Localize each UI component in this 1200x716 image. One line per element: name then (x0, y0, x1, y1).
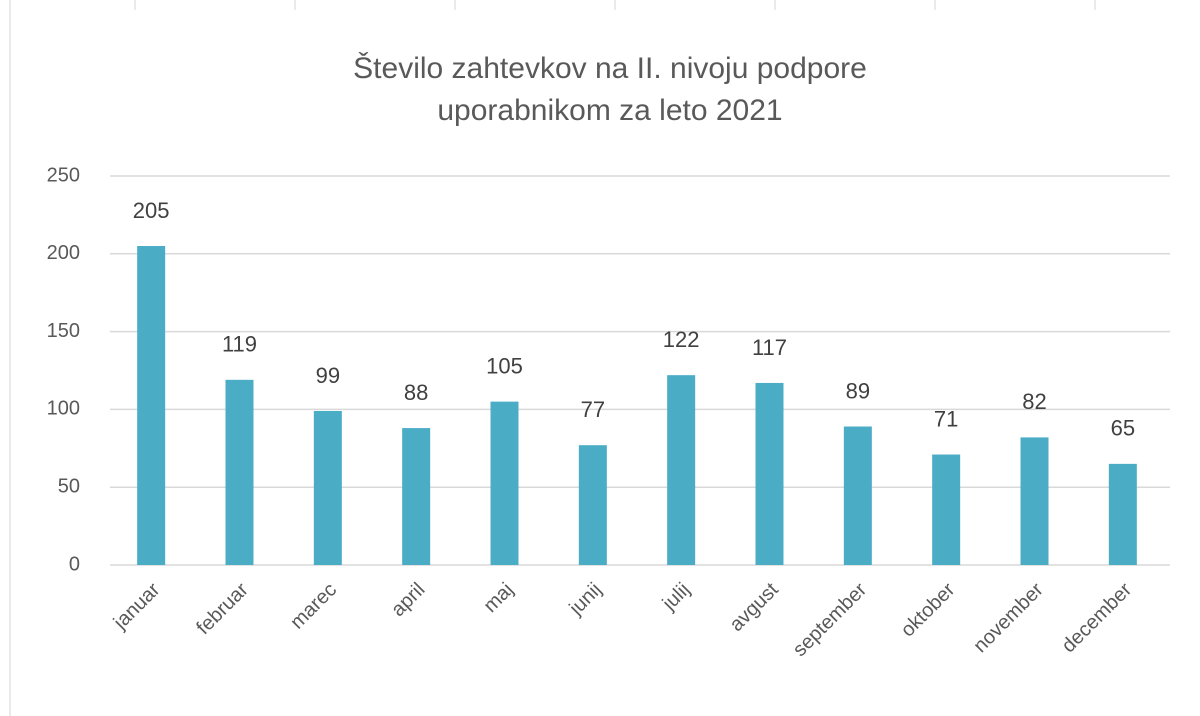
bar (402, 428, 431, 565)
data-label: 119 (222, 332, 257, 357)
x-tick-label: julij (658, 579, 695, 616)
x-tick-label: avgust (726, 578, 784, 636)
data-label: 77 (581, 397, 605, 422)
x-tick-label: januar (109, 578, 165, 634)
data-label: 65 (1111, 416, 1135, 441)
data-label: 117 (752, 335, 787, 360)
bar (755, 382, 784, 565)
bar (843, 426, 872, 565)
data-label: 89 (846, 378, 870, 403)
bar (225, 379, 254, 565)
x-tick-label: marec (286, 579, 341, 634)
x-tick-label: februar (192, 578, 253, 639)
bar (137, 246, 166, 565)
y-tick-label: 200 (47, 242, 80, 264)
data-label: 82 (1022, 389, 1046, 414)
y-tick-label: 100 (47, 398, 80, 420)
chart-title: uporabnikom za leto 2021 (437, 94, 782, 127)
y-tick-label: 50 (58, 475, 80, 497)
bar (1108, 463, 1137, 565)
x-tick-label: september (789, 578, 872, 661)
y-tick-label: 150 (47, 320, 80, 342)
bar (932, 454, 961, 565)
data-label: 122 (663, 327, 700, 352)
y-tick-label: 250 (47, 164, 80, 186)
x-tick-label: junij (565, 579, 606, 620)
x-tick-label: april (387, 579, 429, 621)
data-label: 88 (404, 380, 428, 405)
chart-title: Število zahtevkov na II. nivoju podpore (353, 51, 867, 85)
data-label: 105 (486, 353, 523, 378)
bar (667, 375, 696, 565)
y-tick-label: 0 (69, 553, 80, 575)
bar (578, 445, 607, 565)
x-tick-label: december (1058, 578, 1137, 657)
data-label: 99 (316, 363, 340, 388)
sheet-cells (9, 0, 1096, 716)
bar (490, 401, 519, 565)
data-label: 71 (934, 406, 958, 431)
x-tick-label: maj (479, 579, 517, 617)
x-tick-label: oktober (897, 578, 960, 641)
data-label: 205 (133, 198, 170, 223)
bar (313, 410, 342, 565)
bar (1020, 437, 1049, 565)
x-tick-label: november (969, 578, 1048, 657)
